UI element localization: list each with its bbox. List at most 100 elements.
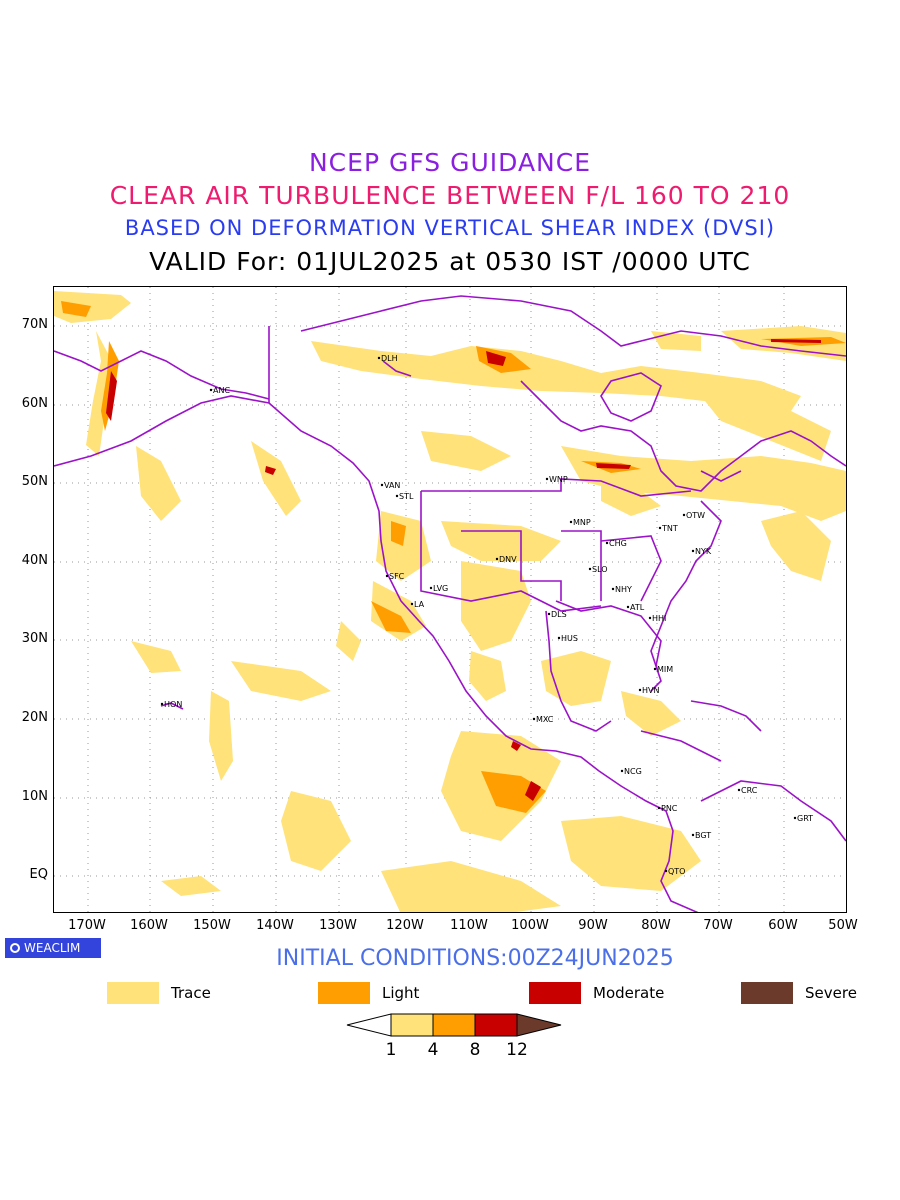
station-dot [682,513,686,517]
colorbar-segment-moderate [474,1013,518,1037]
map-canvas: ANC DLH VAN STL WNP MNP TNT OTW CHG NYK SFC LA LVG DN… [54,287,846,912]
station-dot [588,567,592,571]
station-dot [160,702,164,706]
station-dot [691,833,695,837]
station-dot [380,483,384,487]
station-label-slo: SLO [592,565,608,574]
station-label-hvn: HVN [642,686,659,695]
station-label-hus: HUS [561,634,578,643]
colorbar-tick-1: 1 [385,1040,397,1060]
station-label-mim: MIM [657,665,673,674]
station-dot [653,667,657,671]
station-label-chg: CHG [609,539,627,548]
legend-swatch-moderate [529,982,581,1004]
station-dot [620,769,624,773]
station-label-grt: GRT [797,814,813,823]
lon-label-140w: 140W [256,918,294,933]
station-label-mxc: MXC [536,715,554,724]
station-dot [793,816,797,820]
weaclim-logo-icon [10,943,20,953]
lon-label-160w: 160W [130,918,168,933]
station-label-sfc: SFC [389,572,405,581]
station-dot [664,869,668,873]
station-label-ncg: NCG [624,767,642,776]
legend-label-severe: Severe [805,984,857,1002]
station-label-nyk: NYK [695,547,712,556]
station-label-qto: QTO [668,867,685,876]
title-valid-time: VALID For: 01JUL2025 at 0530 IST /0000 U… [149,247,751,276]
lon-label-150w: 150W [193,918,231,933]
station-label-dlh: DLH [381,354,398,363]
station-dot [545,477,549,481]
station-label-pnc: PNC [661,804,678,813]
station-dot [557,636,561,640]
lat-label-20n: 20N [21,710,48,725]
lon-label-110w: 110W [450,918,488,933]
colorbar [346,1013,562,1037]
station-label-bgt: BGT [695,831,711,840]
station-label-lvg: LVG [433,584,448,593]
station-dot [605,541,609,545]
station-dot [532,717,536,721]
lat-label-30n: 30N [21,631,48,646]
station-label-la: LA [414,600,425,609]
lat-label-10n: 10N [21,789,48,804]
title-product: CLEAR AIR TURBULENCE BETWEEN F/L 160 TO … [109,181,791,210]
station-dot [385,574,389,578]
lat-label-70n: 70N [21,317,48,332]
station-dot [395,494,399,498]
title-method: BASED ON DEFORMATION VERTICAL SHEAR INDE… [124,216,776,240]
station-label-dls: DLS [551,610,567,619]
lat-label-60n: 60N [21,396,48,411]
station-label-stl: STL [399,492,414,501]
station-dot [626,605,630,609]
turbulence-map: ANC DLH VAN STL WNP MNP TNT OTW CHG NYK SFC LA LVG DN… [53,286,847,913]
colorbar-tick-12: 12 [506,1040,528,1060]
lon-label-60w: 60W [768,918,798,933]
colorbar-tick-4: 4 [427,1040,439,1060]
title-model: NCEP GFS GUIDANCE [308,148,591,177]
station-dot [429,586,433,590]
lon-label-70w: 70W [703,918,733,933]
station-dot [547,612,551,616]
legend-swatch-severe [741,982,793,1004]
lon-label-50w: 50W [828,918,858,933]
station-dot [638,688,642,692]
lon-label-80w: 80W [641,918,671,933]
station-dot [648,616,652,620]
colorbar-low-arrow [346,1013,392,1037]
station-dot [658,526,662,530]
lon-label-130w: 130W [319,918,357,933]
moderate-areas [106,339,821,801]
colorbar-high-arrow [516,1013,562,1037]
station-dot [657,806,661,810]
weaclim-badge-label: WEACLIM [24,941,81,955]
station-label-wnp: WNP [549,475,568,484]
colorbar-segment-trace [390,1013,434,1037]
station-label-dnv: DNV [499,555,517,564]
lon-label-100w: 100W [511,918,549,933]
initial-conditions: INITIAL CONDITIONS:00Z24JUN2025 [276,946,674,971]
lat-label-50n: 50N [21,474,48,489]
station-dot [691,549,695,553]
colorbar-segment-light [432,1013,476,1037]
station-dot [495,557,499,561]
station-label-anc: ANC [213,386,230,395]
station-dot [737,788,741,792]
station-label-tnt: TNT [661,524,678,533]
station-dot [377,356,381,360]
trace-areas [54,291,846,912]
lon-label-90w: 90W [578,918,608,933]
station-label-van: VAN [384,481,400,490]
station-dot [569,520,573,524]
station-dot [410,602,414,606]
legend-label-moderate: Moderate [593,984,665,1002]
station-label-mnp: MNP [573,518,591,527]
lat-label-40n: 40N [21,553,48,568]
colorbar-tick-8: 8 [469,1040,481,1060]
station-label-crc: CRC [741,786,758,795]
station-label-otw: OTW [686,511,705,520]
station-dot [209,388,213,392]
station-label-hhi: HHI [652,614,666,623]
lon-label-170w: 170W [68,918,106,933]
